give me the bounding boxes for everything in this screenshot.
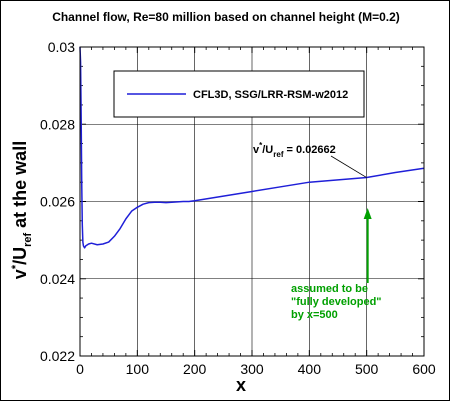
series-line-0 (79, 46, 425, 249)
x-tick-label: 600 (412, 361, 436, 377)
y-tick-label: 0.03 (48, 39, 75, 55)
x-tick-label: 200 (183, 361, 207, 377)
y-axis-label: v*/Uref at the wall (10, 141, 34, 279)
plot-border (79, 46, 425, 357)
x-tick-label: 400 (298, 361, 322, 377)
green-annotation-line-3: by x=500 (291, 309, 338, 321)
y-tick-label: 0.022 (40, 348, 75, 364)
legend: CFL3D, SSG/LRR-RSM-w2012 (113, 70, 365, 118)
series-group (79, 46, 425, 249)
value-annotation: v*/Uref = 0.02662 (253, 141, 367, 178)
value-annotation-leader (330, 155, 367, 178)
green-annotation: assumed to be "fully developed" by x=500 (291, 208, 382, 321)
value-annotation-text: v*/Uref = 0.02662 (253, 141, 336, 159)
x-tick-label: 100 (126, 361, 150, 377)
y-tick-label: 0.028 (40, 116, 75, 132)
green-arrow-head (363, 208, 372, 219)
green-annotation-line-2: "fully developed" (291, 296, 382, 308)
x-tick-label: 500 (355, 361, 379, 377)
y-tick-label: 0.026 (40, 194, 75, 210)
x-axis-ticks: 0 100 200 300 400 500 600 (76, 47, 436, 377)
green-annotation-line-1: assumed to be (291, 283, 368, 295)
chart-title: Channel flow, Re=80 million based on cha… (52, 10, 400, 24)
x-axis-label: x (236, 375, 246, 395)
legend-label: CFL3D, SSG/LRR-RSM-w2012 (193, 89, 348, 101)
x-tick-label: 0 (76, 361, 84, 377)
x-tick-label: 300 (240, 361, 264, 377)
y-tick-label: 0.024 (40, 271, 75, 287)
y-axis-ticks: 0.022 0.024 0.026 0.028 0.03 (40, 39, 424, 364)
